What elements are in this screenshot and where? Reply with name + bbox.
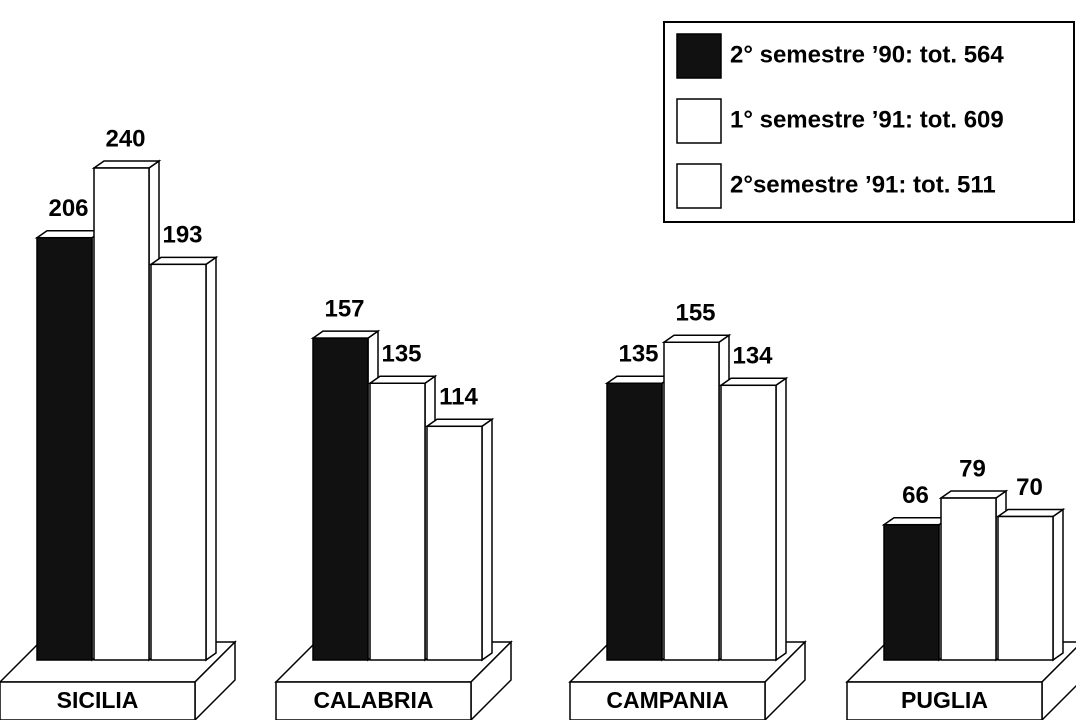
category-label: CALABRIA [313, 687, 433, 713]
bar [312, 337, 369, 661]
data-label: 240 [105, 125, 145, 152]
bar-side [481, 417, 493, 662]
pedestal-front [0, 681, 196, 720]
legend-label: 2°semestre ’91: tot. 511 [730, 171, 996, 198]
bar-side [775, 376, 787, 662]
bar-top [718, 377, 789, 387]
legend-swatch [676, 163, 722, 209]
category-label: SICILIA [57, 687, 139, 713]
category-label: CAMPANIA [606, 687, 728, 713]
bar-top [938, 490, 1009, 499]
data-label: 79 [959, 455, 986, 482]
bar-top [604, 375, 675, 384]
bar-top [148, 256, 219, 266]
bar [426, 425, 483, 661]
category-label: PUGLIA [901, 687, 988, 713]
legend-swatch [676, 98, 722, 144]
bar [997, 515, 1054, 661]
data-label: 206 [48, 195, 88, 222]
bar [606, 382, 663, 661]
bar [720, 384, 777, 661]
pedestal-front [275, 681, 472, 720]
data-label: 114 [439, 384, 478, 411]
bar-top [881, 516, 952, 526]
bar [93, 167, 150, 661]
data-label: 70 [1016, 474, 1043, 501]
bar [940, 497, 997, 661]
data-label: 135 [618, 341, 658, 368]
legend-box [663, 21, 1075, 223]
pedestal-front [569, 681, 766, 720]
bar [369, 382, 426, 661]
data-label: 157 [324, 295, 364, 322]
data-label: 134 [732, 343, 773, 370]
legend-label: 2° semestre ’90: tot. 564 [730, 41, 1004, 68]
legend-label: 1° semestre ’91: tot. 609 [730, 106, 1004, 133]
bar-top [367, 375, 438, 384]
bar [150, 263, 207, 661]
data-label: 66 [902, 482, 929, 509]
bar-top [34, 229, 105, 239]
bar-top [424, 418, 495, 428]
bar-top [661, 334, 732, 343]
bar-top [995, 508, 1066, 518]
data-label: 155 [675, 300, 715, 327]
bar [883, 523, 940, 661]
data-label: 193 [162, 222, 202, 249]
data-label: 135 [381, 341, 421, 368]
legend-swatch [676, 33, 722, 79]
bar-side [1052, 508, 1064, 662]
bar [36, 236, 93, 661]
bar-side [205, 255, 217, 662]
pedestal-front [846, 681, 1043, 720]
bar-top [91, 160, 162, 169]
bar-top [310, 330, 381, 339]
bar [663, 341, 720, 661]
